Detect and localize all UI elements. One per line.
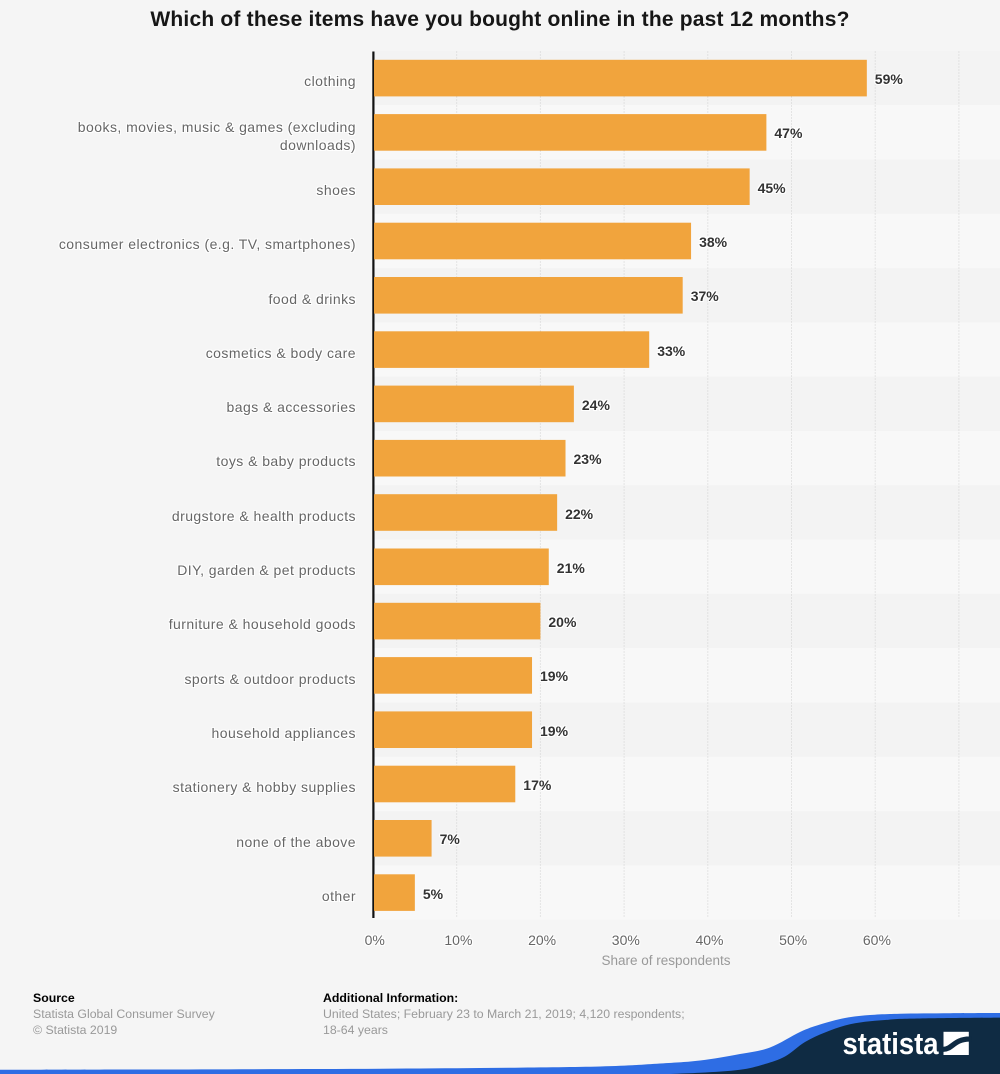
- svg-text:statista: statista: [843, 1028, 940, 1062]
